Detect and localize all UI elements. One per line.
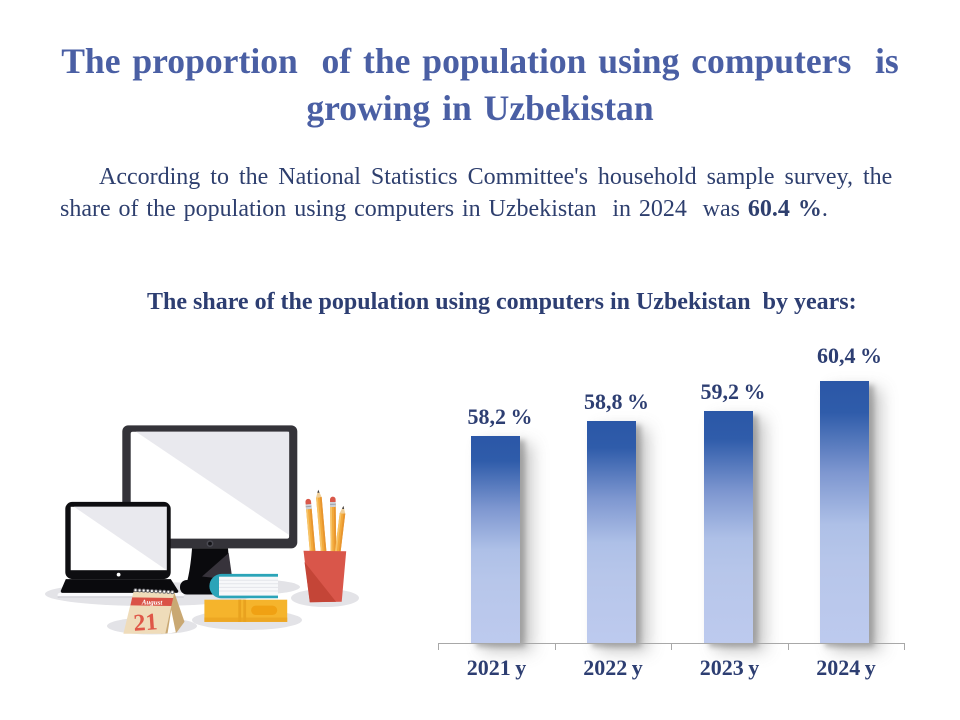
svg-text:August: August [141,598,164,606]
svg-text:21: 21 [133,609,159,637]
